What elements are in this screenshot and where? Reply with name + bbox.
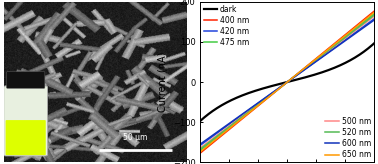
- Line: 500 nm: 500 nm: [200, 16, 374, 148]
- 420 nm: [282, 83, 286, 85]
- 500 nm: [281, 84, 285, 86]
- 420 nm: [302, 69, 306, 71]
- 500 nm: [302, 69, 306, 71]
- 475 nm: [292, 75, 297, 77]
- Line: 520 nm: 520 nm: [200, 15, 374, 149]
- 475 nm: [282, 84, 286, 86]
- dark: [368, 46, 372, 48]
- 500 nm: [368, 18, 372, 20]
- 420 nm: [281, 84, 285, 86]
- 650 nm: [302, 68, 306, 70]
- 520 nm: [282, 84, 286, 86]
- 475 nm: [198, 149, 203, 151]
- 650 nm: [368, 15, 372, 17]
- dark: [292, 79, 297, 81]
- 400 nm: [281, 85, 285, 87]
- 650 nm: [281, 84, 285, 86]
- 650 nm: [198, 151, 203, 153]
- 400 nm: [292, 75, 297, 77]
- Line: 400 nm: 400 nm: [200, 11, 374, 153]
- 475 nm: [341, 37, 345, 39]
- 400 nm: [302, 68, 306, 70]
- 600 nm: [302, 69, 306, 71]
- Line: 420 nm: 420 nm: [200, 19, 374, 145]
- 400 nm: [372, 10, 376, 12]
- 420 nm: [372, 18, 376, 20]
- 650 nm: [292, 75, 297, 77]
- Line: 650 nm: 650 nm: [200, 12, 374, 152]
- dark: [281, 82, 285, 84]
- Text: 50 μm: 50 μm: [123, 133, 147, 142]
- 520 nm: [302, 68, 306, 70]
- 520 nm: [281, 84, 285, 86]
- FancyBboxPatch shape: [4, 86, 48, 156]
- 520 nm: [198, 148, 203, 150]
- dark: [302, 77, 306, 79]
- Line: dark: dark: [200, 43, 374, 121]
- 475 nm: [281, 84, 285, 86]
- 520 nm: [372, 14, 376, 16]
- Legend: 500 nm, 520 nm, 600 nm, 650 nm: 500 nm, 520 nm, 600 nm, 650 nm: [325, 116, 372, 160]
- 400 nm: [282, 84, 286, 86]
- dark: [282, 82, 286, 84]
- 600 nm: [372, 19, 376, 21]
- 420 nm: [368, 21, 372, 23]
- 600 nm: [282, 83, 286, 85]
- 520 nm: [341, 38, 345, 40]
- 600 nm: [341, 41, 345, 43]
- 600 nm: [368, 22, 372, 24]
- 475 nm: [302, 68, 306, 70]
- 400 nm: [368, 13, 372, 15]
- 650 nm: [282, 84, 286, 86]
- 650 nm: [372, 11, 376, 13]
- 475 nm: [372, 13, 376, 15]
- Line: 475 nm: 475 nm: [200, 14, 374, 150]
- dark: [372, 42, 376, 44]
- 500 nm: [372, 15, 376, 17]
- 420 nm: [198, 144, 203, 146]
- FancyBboxPatch shape: [6, 72, 45, 88]
- 500 nm: [198, 147, 203, 149]
- FancyBboxPatch shape: [6, 120, 46, 155]
- 520 nm: [292, 75, 297, 77]
- 400 nm: [341, 36, 345, 38]
- 650 nm: [341, 37, 345, 39]
- dark: [341, 63, 345, 65]
- 600 nm: [198, 143, 203, 145]
- dark: [198, 120, 203, 122]
- Line: 600 nm: 600 nm: [200, 20, 374, 144]
- 475 nm: [368, 16, 372, 18]
- 500 nm: [341, 39, 345, 41]
- 520 nm: [368, 17, 372, 19]
- 420 nm: [292, 76, 297, 78]
- 420 nm: [341, 41, 345, 43]
- 600 nm: [292, 76, 297, 78]
- 500 nm: [282, 83, 286, 85]
- Y-axis label: Current (nA): Current (nA): [157, 52, 167, 112]
- 400 nm: [198, 152, 203, 154]
- 500 nm: [292, 76, 297, 78]
- 600 nm: [281, 84, 285, 86]
